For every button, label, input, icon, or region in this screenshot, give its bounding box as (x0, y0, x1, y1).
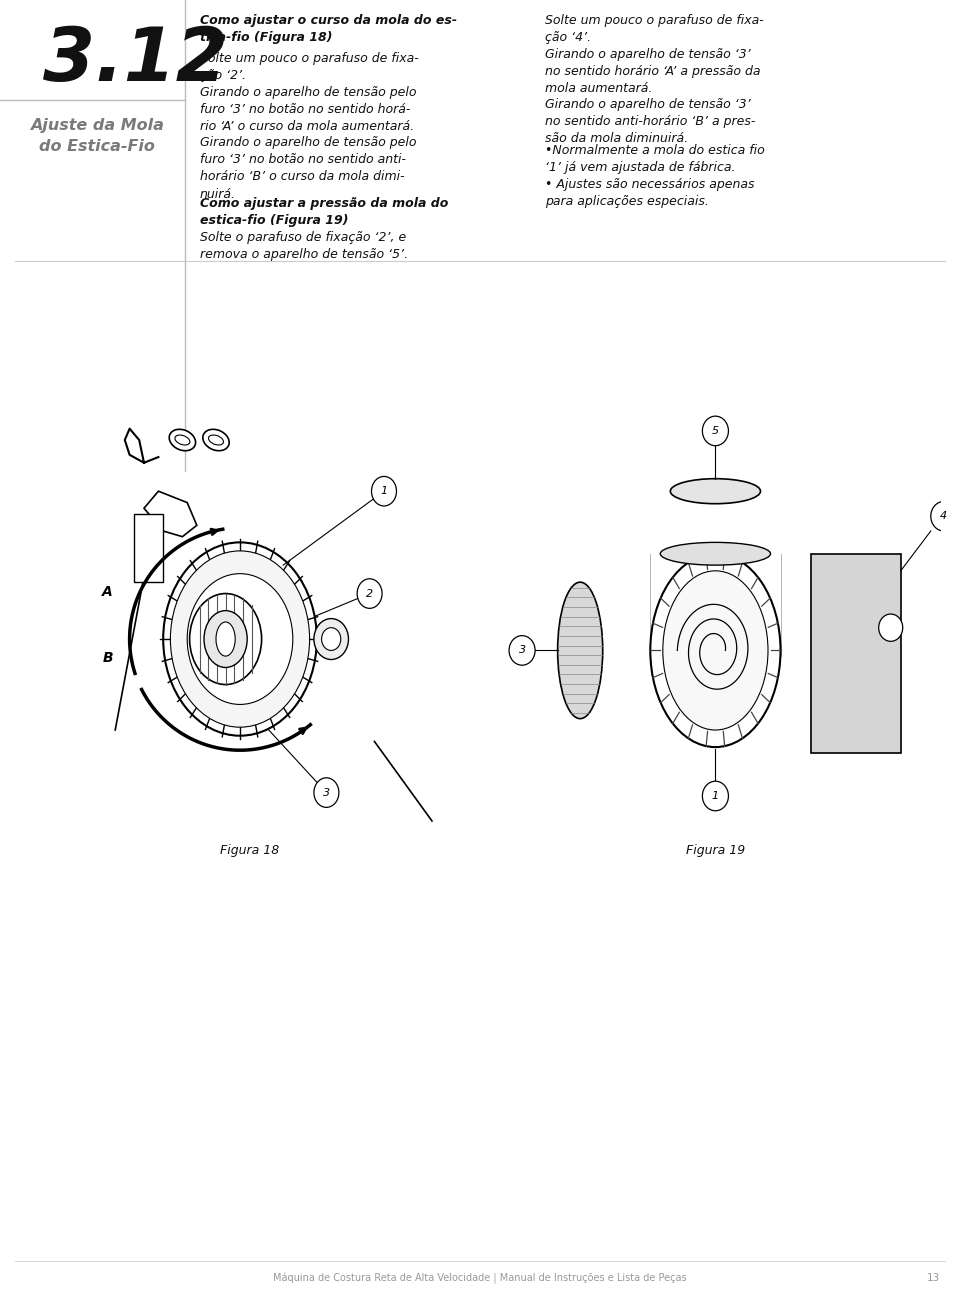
Ellipse shape (204, 611, 247, 667)
Ellipse shape (171, 551, 309, 727)
Ellipse shape (163, 542, 317, 736)
Text: 3: 3 (518, 646, 526, 656)
Text: • Ajustes são necessários apenas
para aplicações especiais.: • Ajustes são necessários apenas para ap… (545, 178, 755, 208)
Ellipse shape (208, 435, 224, 445)
Text: 13: 13 (926, 1273, 940, 1283)
Polygon shape (144, 491, 197, 537)
Text: Solte um pouco o parafuso de fixa-
ção ‘4’.: Solte um pouco o parafuso de fixa- ção ‘… (545, 14, 764, 44)
Circle shape (703, 416, 729, 445)
Ellipse shape (203, 430, 229, 451)
Text: Girando o aparelho de tensão pelo
furo ‘3’ no botão no sentido horá-
rio ‘A’ o c: Girando o aparelho de tensão pelo furo ‘… (200, 86, 417, 133)
Ellipse shape (670, 479, 760, 503)
Text: Máquina de Costura Reta de Alta Velocidade | Manual de Instruções e Lista de Peç: Máquina de Costura Reta de Alta Velocida… (274, 1273, 686, 1285)
Circle shape (703, 781, 729, 811)
Text: A: A (102, 585, 113, 599)
Circle shape (314, 618, 348, 660)
Ellipse shape (660, 542, 771, 565)
Text: B: B (102, 651, 113, 665)
Text: Solte um pouco o parafuso de fixa-
ção ‘2’.: Solte um pouco o parafuso de fixa- ção ‘… (200, 52, 419, 83)
Circle shape (878, 615, 902, 642)
Text: •Normalmente a mola do estica fio
‘1’ já vem ajustada de fábrica.: •Normalmente a mola do estica fio ‘1’ já… (545, 145, 765, 174)
Circle shape (931, 501, 957, 531)
Text: Solte o parafuso de fixação ‘2’, e
remova o aparelho de tensão ‘5’.: Solte o parafuso de fixação ‘2’, e remov… (200, 231, 408, 261)
Text: Girando o aparelho de tensão ‘3’
no sentido horário ‘A’ a pressão da
mola aument: Girando o aparelho de tensão ‘3’ no sent… (545, 48, 760, 96)
Ellipse shape (189, 594, 261, 684)
Text: 4: 4 (940, 511, 948, 522)
Circle shape (372, 476, 396, 506)
Text: Girando o aparelho de tensão ‘3’
no sentido anti-horário ‘B’ a pres-
são da mola: Girando o aparelho de tensão ‘3’ no sent… (545, 98, 756, 146)
Text: 5: 5 (712, 426, 719, 436)
Text: Como ajustar o curso da mola do es-
tica-fio (Figura 18): Como ajustar o curso da mola do es- tica… (200, 14, 457, 44)
Text: Figura 18: Figura 18 (220, 844, 279, 857)
Text: Figura 19: Figura 19 (685, 844, 745, 857)
Ellipse shape (175, 435, 190, 445)
Ellipse shape (169, 430, 196, 451)
Text: 1: 1 (712, 791, 719, 800)
FancyBboxPatch shape (134, 514, 163, 582)
Text: 2: 2 (366, 589, 373, 599)
Text: Girando o aparelho de tensão pelo
furo ‘3’ no botão no sentido anti-
horário ‘B’: Girando o aparelho de tensão pelo furo ‘… (200, 136, 417, 200)
Circle shape (322, 627, 341, 651)
Ellipse shape (216, 622, 235, 656)
Text: 3.12: 3.12 (42, 25, 228, 98)
Circle shape (314, 777, 339, 807)
Ellipse shape (187, 573, 293, 705)
Ellipse shape (558, 582, 603, 719)
Circle shape (357, 578, 382, 608)
Text: 3: 3 (323, 788, 330, 798)
Ellipse shape (650, 554, 780, 747)
Text: Ajuste da Mola
do Estica-Fio: Ajuste da Mola do Estica-Fio (30, 117, 164, 154)
Text: Como ajustar a pressão da mola do
estica-fio (Figura 19): Como ajustar a pressão da mola do estica… (200, 198, 448, 227)
FancyBboxPatch shape (810, 554, 900, 753)
Circle shape (509, 635, 535, 665)
Text: 1: 1 (380, 487, 388, 496)
Ellipse shape (662, 571, 768, 729)
